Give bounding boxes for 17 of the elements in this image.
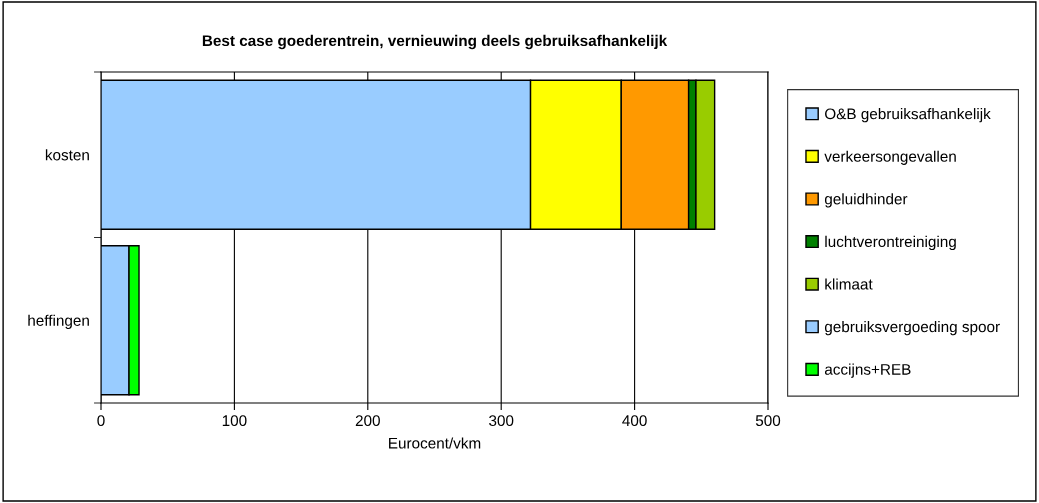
y-tick-label: kosten [45,149,89,161]
legend-label: accijns+REB [824,363,911,378]
x-tick-label: 300 [489,415,514,427]
x-tick-label: 200 [355,415,380,427]
legend-label: geluidhinder [824,193,908,208]
legend-label: klimaat [825,278,873,290]
y-tick-label: heffingen [28,314,89,329]
x-axis-title: Eurocent/vkm [389,437,481,449]
legend-label: luchtverontreiniging [825,235,956,251]
legend-label: O&B gebruiksafhankelijk [825,108,991,123]
legend-label: verkeersongevallen [824,150,956,165]
legend-label: gebruiksvergoeding spoor [824,320,1000,336]
x-tick-label: 400 [622,415,647,427]
x-tick-label: 500 [755,415,781,427]
x-tick-label: 100 [222,415,247,427]
x-tick-label: 0 [97,415,105,427]
chart-title: Best case goederentrein, vernieuwing deels gebruiksafhankelijk [202,34,668,50]
